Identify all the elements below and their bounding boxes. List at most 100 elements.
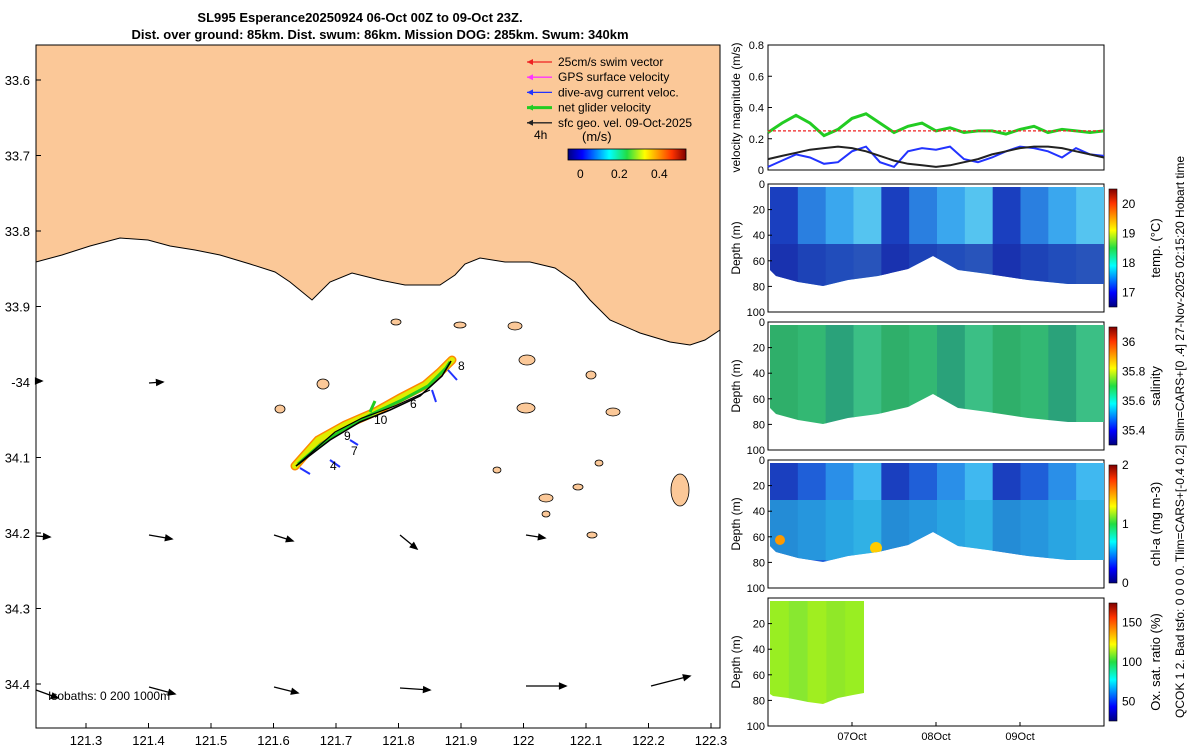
section-data (770, 325, 1104, 424)
heatmap-panel: 20 40 60 80 100 Depth (m) 150 100 50 Ox. sat. rat… (729, 597, 1163, 743)
legend-label: 25cm/s swim vector (558, 55, 663, 69)
heatmap-colorbar (1108, 188, 1118, 308)
chart-title-line2: Dist. over ground: 85km. Dist. swum: 86k… (131, 27, 629, 42)
velocity-ytick-label: 0.6 (749, 71, 764, 83)
geo-arrow-head (285, 535, 295, 543)
section-column (845, 601, 864, 704)
section-column (825, 325, 855, 424)
colorbar-label: salinity (1148, 366, 1163, 406)
colorbar-tick-label: 1 (1122, 517, 1129, 531)
colorbar-tick-label: 18 (1122, 256, 1136, 270)
map-ytick-label: 33.7 (5, 149, 30, 164)
heatmap-ytick-label: 100 (747, 307, 765, 319)
time-series-panels: 0 0.2 0.4 0.6 0.8 velocity magnitude (m/s) 0 2… (729, 40, 1163, 743)
map-xtick-label: 122 (513, 733, 535, 748)
velocity-ytick-label: 0.4 (749, 103, 764, 115)
land-mass (35, 44, 721, 346)
velocity-ytick-label: 0 (758, 165, 764, 177)
track-waypoint-label: 4 (330, 459, 337, 473)
geo-arrow-head (164, 534, 174, 542)
map-xtick-label: 121.7 (320, 733, 353, 748)
colorbar-tick-label: 35.4 (1122, 423, 1146, 437)
map-xtick-label: 122.2 (632, 733, 665, 748)
section-column (1048, 325, 1078, 424)
colorbar-tick-label: 35.6 (1122, 394, 1146, 408)
heatmap-ytick-label: 0 (759, 179, 765, 191)
velocity-ylabel: velocity magnitude (m/s) (729, 42, 743, 172)
heatmap-ytick-label: 0 (759, 455, 765, 467)
section-column (1020, 325, 1050, 424)
colorbar-tick-label: 150 (1122, 616, 1142, 630)
colorbar-tick-label: 17 (1122, 285, 1136, 299)
map-ytick-label: 33.9 (5, 300, 30, 315)
heatmap-ytick-label: 40 (753, 368, 765, 380)
heatmap-colorbar (1108, 326, 1118, 446)
legend-label: dive-avg current veloc. (558, 85, 679, 99)
section-column (807, 601, 828, 704)
track-waypoint-label: 8 (458, 359, 465, 373)
heatmap-ytick-label: 0 (759, 317, 765, 329)
glider-track (290, 355, 458, 475)
colorbar-tick-label: 2 (1122, 458, 1129, 472)
heatmap-ytick-label: 80 (753, 557, 765, 569)
velocity-series-line (767, 145, 1105, 169)
colorbar-tick: 0.2 (611, 167, 628, 181)
velocity-series-line (767, 145, 1105, 168)
section-column (992, 325, 1022, 424)
geo-arrow-head (422, 685, 432, 694)
section-column (797, 325, 827, 424)
legend-arrow-head (527, 119, 533, 126)
map-xtick-label: 122.3 (695, 733, 728, 748)
colorbar-label: chl-a (mg m-3) (1148, 482, 1163, 567)
track-waypoint-label: 7 (351, 444, 358, 458)
track-waypoint-label: 9 (344, 429, 351, 443)
date-tick-label: 08Oct (921, 731, 950, 743)
map-ytick-label: 34.1 (5, 451, 30, 466)
geo-arrow-head (34, 377, 44, 385)
section-column (770, 325, 799, 424)
velocity-ytick-label: 0.2 (749, 134, 764, 146)
chl-hotspot (870, 542, 882, 554)
section-data (770, 601, 864, 704)
geo-arrow-head (42, 532, 52, 541)
colorbar-label: Ox. sat. ratio (%) (1148, 613, 1163, 711)
date-tick-label: 07Oct (837, 731, 866, 743)
heatmap-panel: 0 20 40 60 80 100 Depth (m) 20 19 18 17 temp. (°C) (729, 179, 1163, 319)
heatmap-ytick-label: 60 (753, 532, 765, 544)
speed-colorbar (567, 148, 687, 161)
time-step-label: 4h (534, 128, 547, 142)
map-ytick-label: 34.2 (5, 526, 30, 541)
heatmap-ylabel: Depth (m) (729, 497, 743, 550)
heatmap-ytick-label: 40 (753, 230, 765, 242)
isobaths-label: Isobaths: 0 200 1000m (48, 689, 170, 703)
map-ytick-label: 34.3 (5, 602, 30, 617)
geo-arrow-head (682, 674, 692, 682)
colorbar-tick-label: 20 (1122, 197, 1136, 211)
section-column (853, 325, 883, 424)
heatmap-ytick-label: 80 (753, 281, 765, 293)
geo-arrow-head (409, 541, 419, 551)
map-ytick-label: -34 (11, 375, 30, 390)
colorbar-tick-label: 0 (1122, 576, 1129, 590)
heatmap-ylabel: Depth (m) (729, 635, 743, 688)
side-info-label: QCOK 1 2. Bad tsfo: 0 0 0 0. Tlim=CARS+[… (1173, 155, 1187, 718)
heatmap-ytick-label: 60 (753, 394, 765, 406)
colorbar-tick-label: 35.8 (1122, 364, 1146, 378)
section-column (1076, 325, 1104, 424)
heatmap-ytick-label: 20 (753, 481, 765, 493)
heatmap-ytick-label: 20 (753, 619, 765, 631)
heatmap-ytick-label: 80 (753, 695, 765, 707)
colorbar-tick-label: 100 (1122, 655, 1142, 669)
colorbar-label: temp. (°C) (1148, 218, 1163, 277)
geo-arrow-head (290, 687, 300, 695)
legend-arrow-head (527, 59, 533, 65)
section-column (881, 325, 911, 424)
map-ytick-label: 34.4 (5, 677, 30, 692)
date-tick-label: 09Oct (1005, 731, 1034, 743)
colorbar-tick: 0 (577, 167, 584, 181)
heatmap-ylabel: Depth (m) (729, 221, 743, 274)
geo-arrow-head (167, 688, 177, 696)
heatmap-ytick-label: 20 (753, 343, 765, 355)
heatmap-ytick-label: 20 (753, 205, 765, 217)
geo-arrow-head (155, 378, 165, 387)
